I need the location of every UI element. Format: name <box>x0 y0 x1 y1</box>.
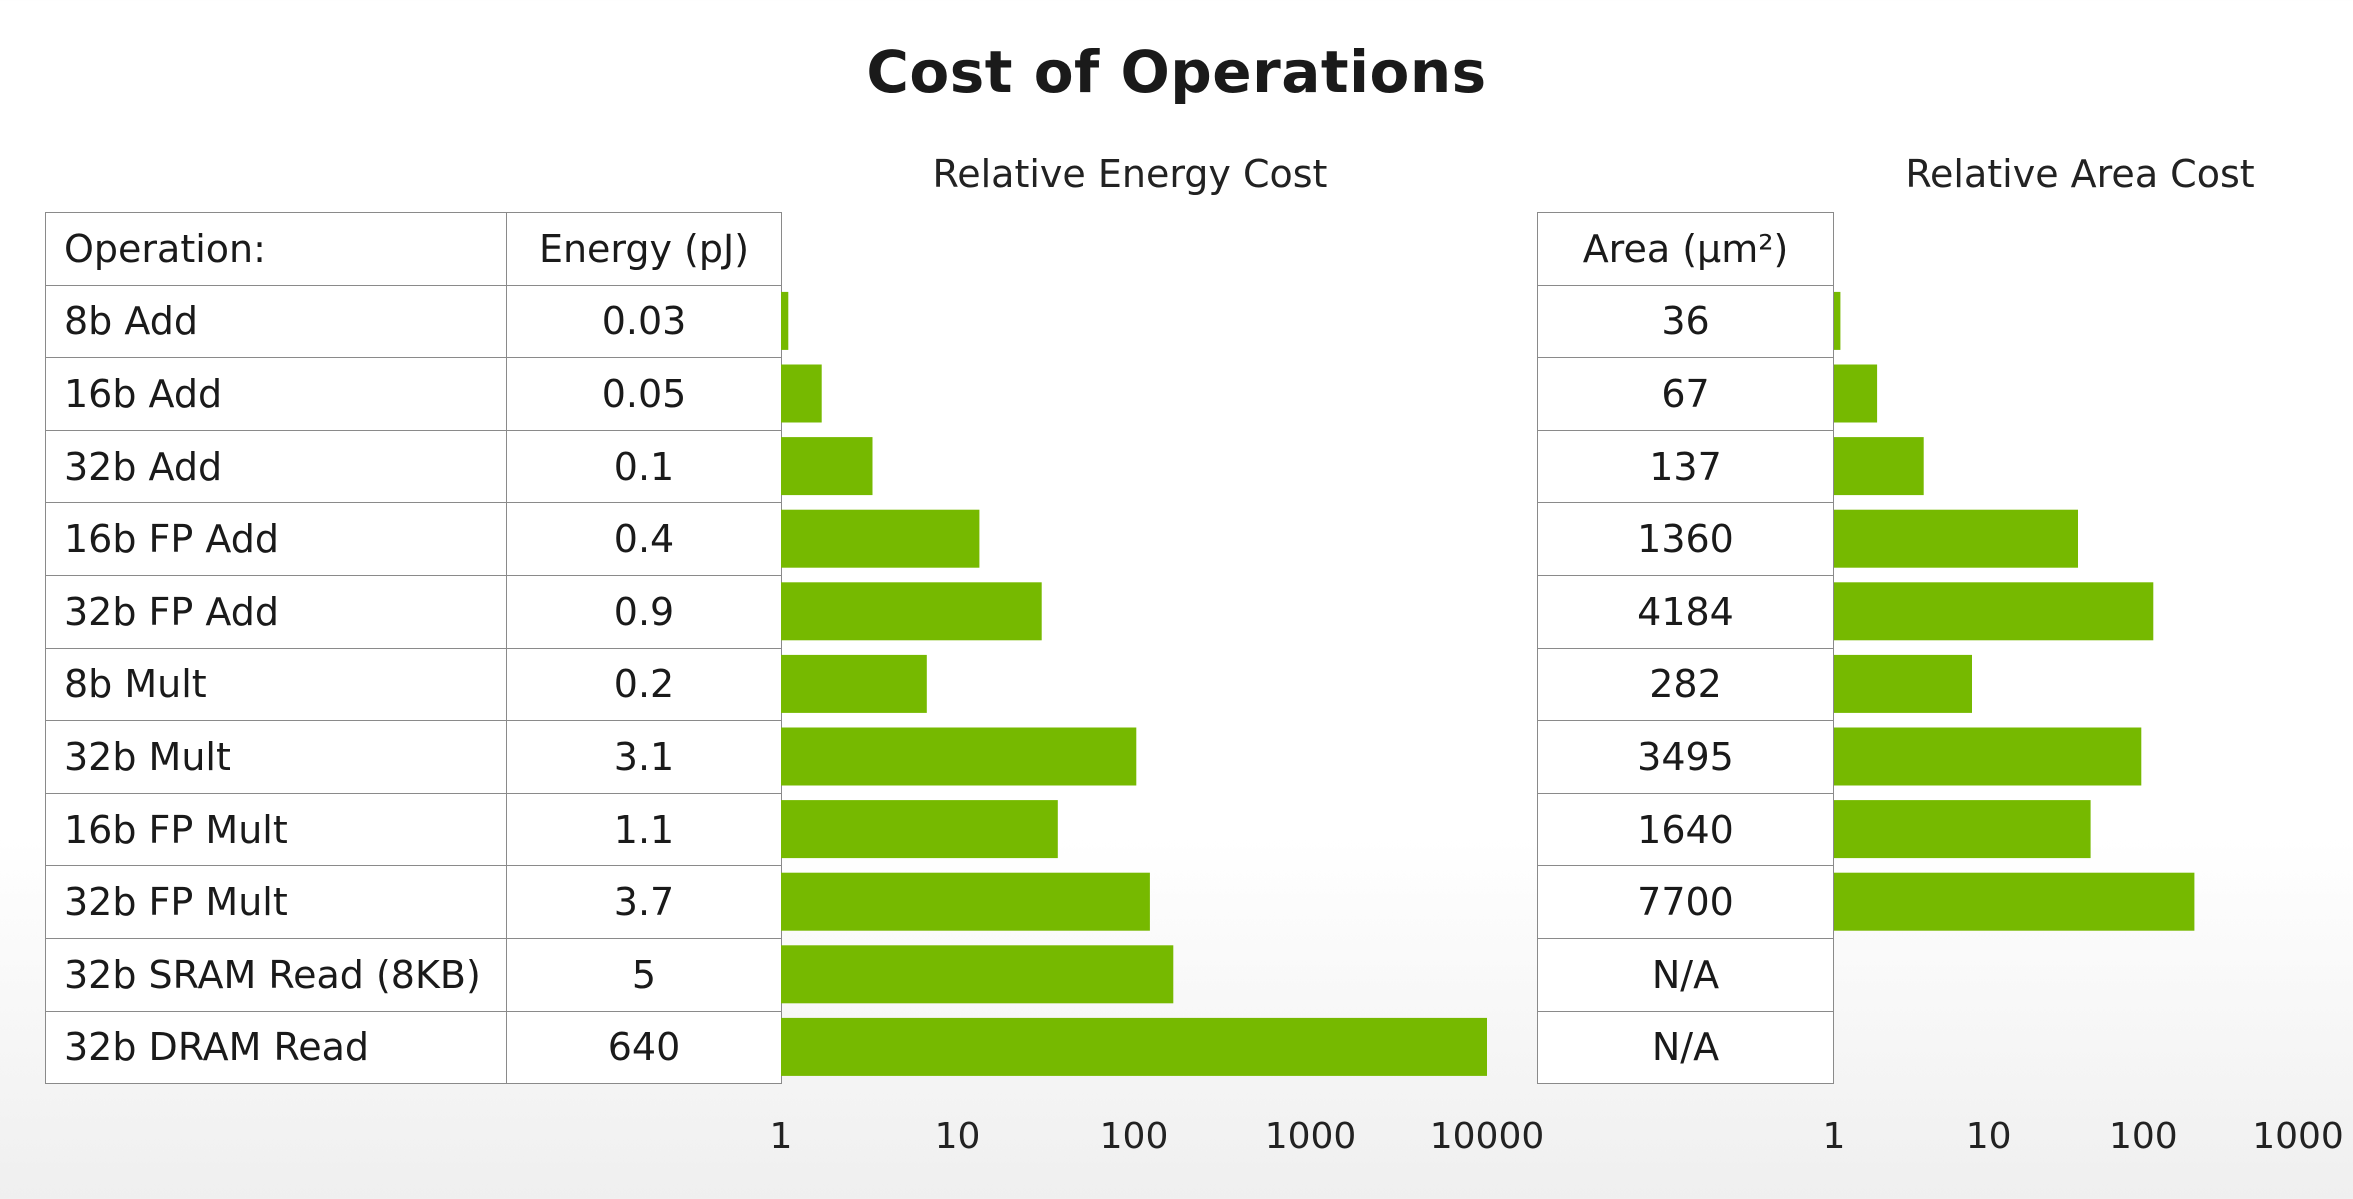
area-cell: N/A <box>1537 937 1834 1012</box>
table-row: 8b Add 0.03 <box>45 284 782 359</box>
table-row: 32b DRAM Read 640 <box>45 1010 782 1085</box>
x-tick-label: 1000 <box>1265 1116 1357 1157</box>
x-tick-label: 100 <box>2109 1116 2178 1157</box>
energy-cell: 3.1 <box>506 720 782 794</box>
table-row: 1640 <box>1537 792 1834 867</box>
operation-cell: 32b FP Add <box>45 574 507 649</box>
bar-16b-add <box>1834 364 1878 423</box>
bar-32b-sram-read-8kb- <box>781 945 1174 1004</box>
table-row: 3495 <box>1537 720 1834 794</box>
table-header-row: Area (µm²) <box>1537 212 1834 286</box>
x-tick-label: 10 <box>935 1116 981 1157</box>
operation-cell: 32b SRAM Read (8KB) <box>45 937 507 1012</box>
table-row: 282 <box>1537 647 1834 722</box>
area-panel-title: Relative Area Cost <box>1905 152 2255 196</box>
energy-panel-title: Relative Energy Cost <box>932 152 1328 196</box>
bar-16b-add <box>781 364 822 423</box>
energy-cell: 640 <box>506 1010 782 1085</box>
table-row: 32b Add 0.1 <box>45 429 782 504</box>
bar-8b-mult <box>1834 654 1972 713</box>
operation-cell: 16b FP Mult <box>45 792 507 867</box>
table-row: N/A <box>1537 1010 1834 1085</box>
area-cell: 1360 <box>1537 502 1834 576</box>
energy-cell: 1.1 <box>506 792 782 867</box>
table-row: 16b FP Add 0.4 <box>45 502 782 576</box>
bar-32b-dram-read <box>781 1017 1487 1076</box>
table-row: 4184 <box>1537 574 1834 649</box>
operation-cell: 32b DRAM Read <box>45 1010 507 1085</box>
header-area: Area (µm²) <box>1537 212 1834 286</box>
bar-16b-fp-add <box>1834 509 2078 568</box>
operation-cell: 16b FP Add <box>45 502 507 576</box>
area-cell: 67 <box>1537 357 1834 431</box>
table-row: 32b SRAM Read (8KB) 5 <box>45 937 782 1012</box>
energy-cell: 0.05 <box>506 357 782 431</box>
area-cell: 4184 <box>1537 574 1834 649</box>
bar-32b-add <box>781 437 873 496</box>
bar-8b-add <box>1834 291 1841 350</box>
x-tick-label: 1 <box>770 1116 793 1157</box>
area-bar-chart: 1 10 100 1000 <box>1823 291 2344 1157</box>
bar-8b-add <box>781 291 789 350</box>
table-row: 8b Mult 0.2 <box>45 647 782 722</box>
x-tick-label: 10000 <box>1430 1116 1545 1157</box>
area-cell: 7700 <box>1537 865 1834 939</box>
operations-table: Operation: Energy (pJ) 8b Add 0.03 16b Add… <box>45 212 782 1085</box>
table-row: N/A <box>1537 937 1834 1012</box>
table-row: 7700 <box>1537 865 1834 939</box>
area-cell: 36 <box>1537 284 1834 359</box>
bar-32b-fp-add <box>1834 582 2154 641</box>
table-row: 67 <box>1537 357 1834 431</box>
bar-32b-fp-mult <box>1834 872 2195 931</box>
operation-cell: 16b Add <box>45 357 507 431</box>
bar-32b-fp-mult <box>781 872 1150 931</box>
header-energy: Energy (pJ) <box>506 212 782 286</box>
table-row: 36 <box>1537 284 1834 359</box>
bar-32b-fp-add <box>781 582 1042 641</box>
chart-title: Cost of Operations <box>866 38 1487 106</box>
header-operation: Operation: <box>45 212 507 286</box>
bar-32b-mult <box>1834 727 2142 786</box>
area-cell: 282 <box>1537 647 1834 722</box>
x-tick-label: 10 <box>1966 1116 2012 1157</box>
x-tick-label: 100 <box>1100 1116 1169 1157</box>
table-row: 32b Mult 3.1 <box>45 720 782 794</box>
x-tick-label: 1000 <box>2252 1116 2344 1157</box>
operation-cell: 32b FP Mult <box>45 865 507 939</box>
table-row: 137 <box>1537 429 1834 504</box>
bar-32b-add <box>1834 437 1924 496</box>
energy-cell: 0.2 <box>506 647 782 722</box>
energy-cell: 5 <box>506 937 782 1012</box>
energy-bar-chart: 1 10 100 1000 10000 <box>770 291 1544 1157</box>
energy-cell: 0.4 <box>506 502 782 576</box>
table-row: 16b FP Mult 1.1 <box>45 792 782 867</box>
operation-cell: 32b Add <box>45 429 507 504</box>
bar-16b-fp-mult <box>781 800 1058 859</box>
x-tick-label: 1 <box>1823 1116 1846 1157</box>
table-row: 32b FP Add 0.9 <box>45 574 782 649</box>
table-row: 16b Add 0.05 <box>45 357 782 431</box>
energy-cell: 0.1 <box>506 429 782 504</box>
area-cell: 3495 <box>1537 720 1834 794</box>
bar-16b-fp-mult <box>1834 800 2091 859</box>
operation-cell: 8b Add <box>45 284 507 359</box>
bar-16b-fp-add <box>781 509 980 568</box>
operation-cell: 8b Mult <box>45 647 507 722</box>
area-table: Area (µm²) 36 67 137 1360 4184 282 3495 1640 770… <box>1537 212 1834 1085</box>
area-cell: 1640 <box>1537 792 1834 867</box>
energy-cell: 0.9 <box>506 574 782 649</box>
table-header-row: Operation: Energy (pJ) <box>45 212 782 286</box>
area-cell: N/A <box>1537 1010 1834 1085</box>
energy-cell: 3.7 <box>506 865 782 939</box>
bar-8b-mult <box>781 654 927 713</box>
bar-32b-mult <box>781 727 1137 786</box>
energy-cell: 0.03 <box>506 284 782 359</box>
area-cell: 137 <box>1537 429 1834 504</box>
table-row: 32b FP Mult 3.7 <box>45 865 782 939</box>
table-row: 1360 <box>1537 502 1834 576</box>
operation-cell: 32b Mult <box>45 720 507 794</box>
